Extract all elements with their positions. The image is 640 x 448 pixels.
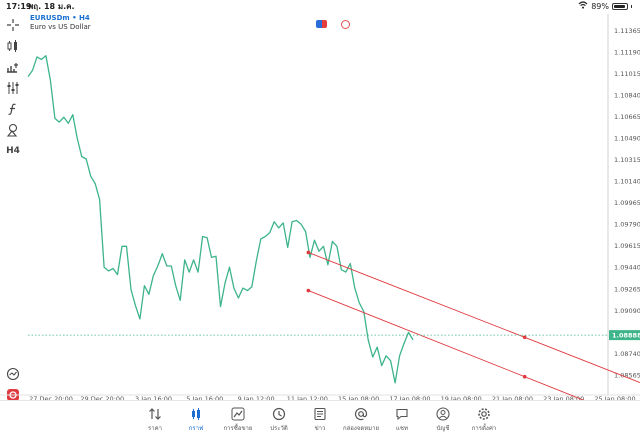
tab-settings[interactable]: การตั้งค่า: [459, 407, 509, 433]
trendline: [308, 290, 585, 400]
usd-flag-icon: [341, 20, 350, 29]
y-tick-label: 1.09615: [614, 242, 640, 250]
shapes-icon[interactable]: [6, 123, 20, 137]
x-tick-label: 19 Jan 08:00: [441, 395, 482, 400]
tab-trade[interactable]: การซื้อขาย: [213, 407, 263, 433]
y-tick-label: 1.08565: [614, 371, 640, 379]
x-tick-label: 11 Jan 12:00: [287, 395, 328, 400]
eur-flag-icon: [316, 20, 327, 28]
x-tick-label: 3 Jan 16:00: [135, 395, 172, 400]
y-tick-label: 1.10840: [614, 92, 640, 100]
candles-icon: [192, 408, 200, 420]
news-icon: [314, 407, 326, 421]
tab-chat[interactable]: แชท: [377, 407, 427, 433]
tab-history[interactable]: ประวัติ: [254, 407, 304, 433]
trendline-anchor: [306, 250, 311, 255]
settings-sliders-icon[interactable]: [6, 81, 20, 95]
trendline-anchor: [522, 335, 527, 340]
tab-quotes[interactable]: ราคา: [130, 407, 180, 433]
history-icon: [272, 407, 286, 421]
y-tick-label: 1.10490: [614, 135, 640, 143]
y-tick-label: 1.09265: [614, 285, 640, 293]
y-tick-label: 1.11190: [614, 48, 640, 56]
tab-label: กราฟ: [188, 425, 204, 432]
y-tick-label: 1.09090: [614, 307, 640, 315]
crosshair-icon[interactable]: [6, 18, 20, 32]
x-tick-label: 5 Jan 16:00: [186, 395, 223, 400]
tab-account[interactable]: บัญชี: [418, 407, 468, 433]
tab-label: ประวัติ: [270, 425, 288, 432]
y-tick-label: 1.10665: [614, 113, 640, 121]
y-tick-label: 1.10140: [614, 178, 640, 186]
x-tick-label: 23 Jan 08:00: [543, 395, 584, 400]
timeframe-button[interactable]: H4: [6, 146, 20, 156]
indicators-icon[interactable]: [6, 60, 20, 74]
trend-icon: [231, 407, 245, 421]
at-icon: [354, 408, 368, 421]
arrows-updown-icon: [149, 408, 161, 420]
status-time: 17:19: [6, 2, 32, 11]
y-tick-label: 1.09790: [614, 221, 640, 229]
price-chart[interactable]: 1.11365 1.11190 1.11015 1.10840 1.10665 1.104…: [0, 0, 640, 400]
tab-label: กล่องจดหมาย: [342, 425, 380, 432]
symbol-description: Euro vs US Dollar: [30, 23, 91, 31]
x-tick-label: 21 Jan 08:00: [492, 395, 533, 400]
tab-label: การตั้งค่า: [471, 425, 497, 432]
status-right: 89%: [578, 0, 632, 13]
trendline-anchor: [522, 374, 527, 379]
battery-fill: [614, 5, 625, 8]
y-tick-label: 1.09440: [614, 264, 640, 272]
y-tick-label: 1.09965: [614, 199, 640, 207]
tab-chart[interactable]: กราฟ: [171, 407, 221, 433]
y-tick-label: 1.11015: [614, 70, 640, 78]
chat-icon: [396, 408, 408, 421]
symbol-header[interactable]: EURUSDm • H4 Euro vs US Dollar: [30, 14, 91, 32]
status-date: พฤ. 18 ม.ค.: [28, 2, 75, 11]
battery-percent: 89%: [591, 2, 609, 11]
search-chart-icon[interactable]: [6, 367, 20, 381]
trendline-anchor: [306, 288, 311, 293]
tab-label: แชท: [396, 425, 408, 432]
y-tick-label: 1.08740: [614, 350, 640, 358]
tab-news[interactable]: ข่าว: [295, 407, 345, 433]
x-tick-label: 27 Dec 20:00: [29, 395, 73, 400]
x-tick-label: 17 Jan 08:00: [389, 395, 430, 400]
tab-mailbox[interactable]: กล่องจดหมาย: [336, 407, 386, 433]
gear-icon: [478, 408, 490, 420]
user-icon: [436, 407, 450, 421]
chart-type-icon[interactable]: [6, 39, 20, 53]
x-tick-label: 9 Jan 12:00: [238, 395, 275, 400]
trendline: [308, 252, 640, 384]
tab-label: ราคา: [148, 425, 162, 432]
tab-label: การซื้อขาย: [223, 425, 253, 432]
y-tick-label: 1.10315: [614, 156, 640, 164]
y-tick-label: 1.11365: [614, 27, 640, 35]
x-tick-label: 15 Jan 08:00: [338, 395, 379, 400]
price-series-line: [27, 55, 414, 384]
bottom-tab-bar: ราคา กราฟ การซื้อขาย ประวัติ ข่าว กล่องจ…: [0, 400, 640, 448]
x-tick-label: 29 Dec 20:00: [80, 395, 124, 400]
status-bar: 17:19 พฤ. 18 ม.ค. 89%: [0, 0, 640, 13]
symbol-name[interactable]: EURUSDm • H4: [30, 14, 90, 22]
current-price-tag: [609, 330, 640, 341]
tab-label: บัญชี: [436, 425, 450, 432]
function-icon[interactable]: [6, 102, 20, 116]
x-tick-label: 25 Jan 08:00: [594, 395, 635, 400]
wifi-icon: [578, 0, 588, 13]
battery-icon: [612, 3, 628, 10]
current-price-label: 1.08888: [612, 332, 640, 340]
tab-label: ข่าว: [314, 425, 326, 432]
battery-tip: [631, 5, 632, 8]
